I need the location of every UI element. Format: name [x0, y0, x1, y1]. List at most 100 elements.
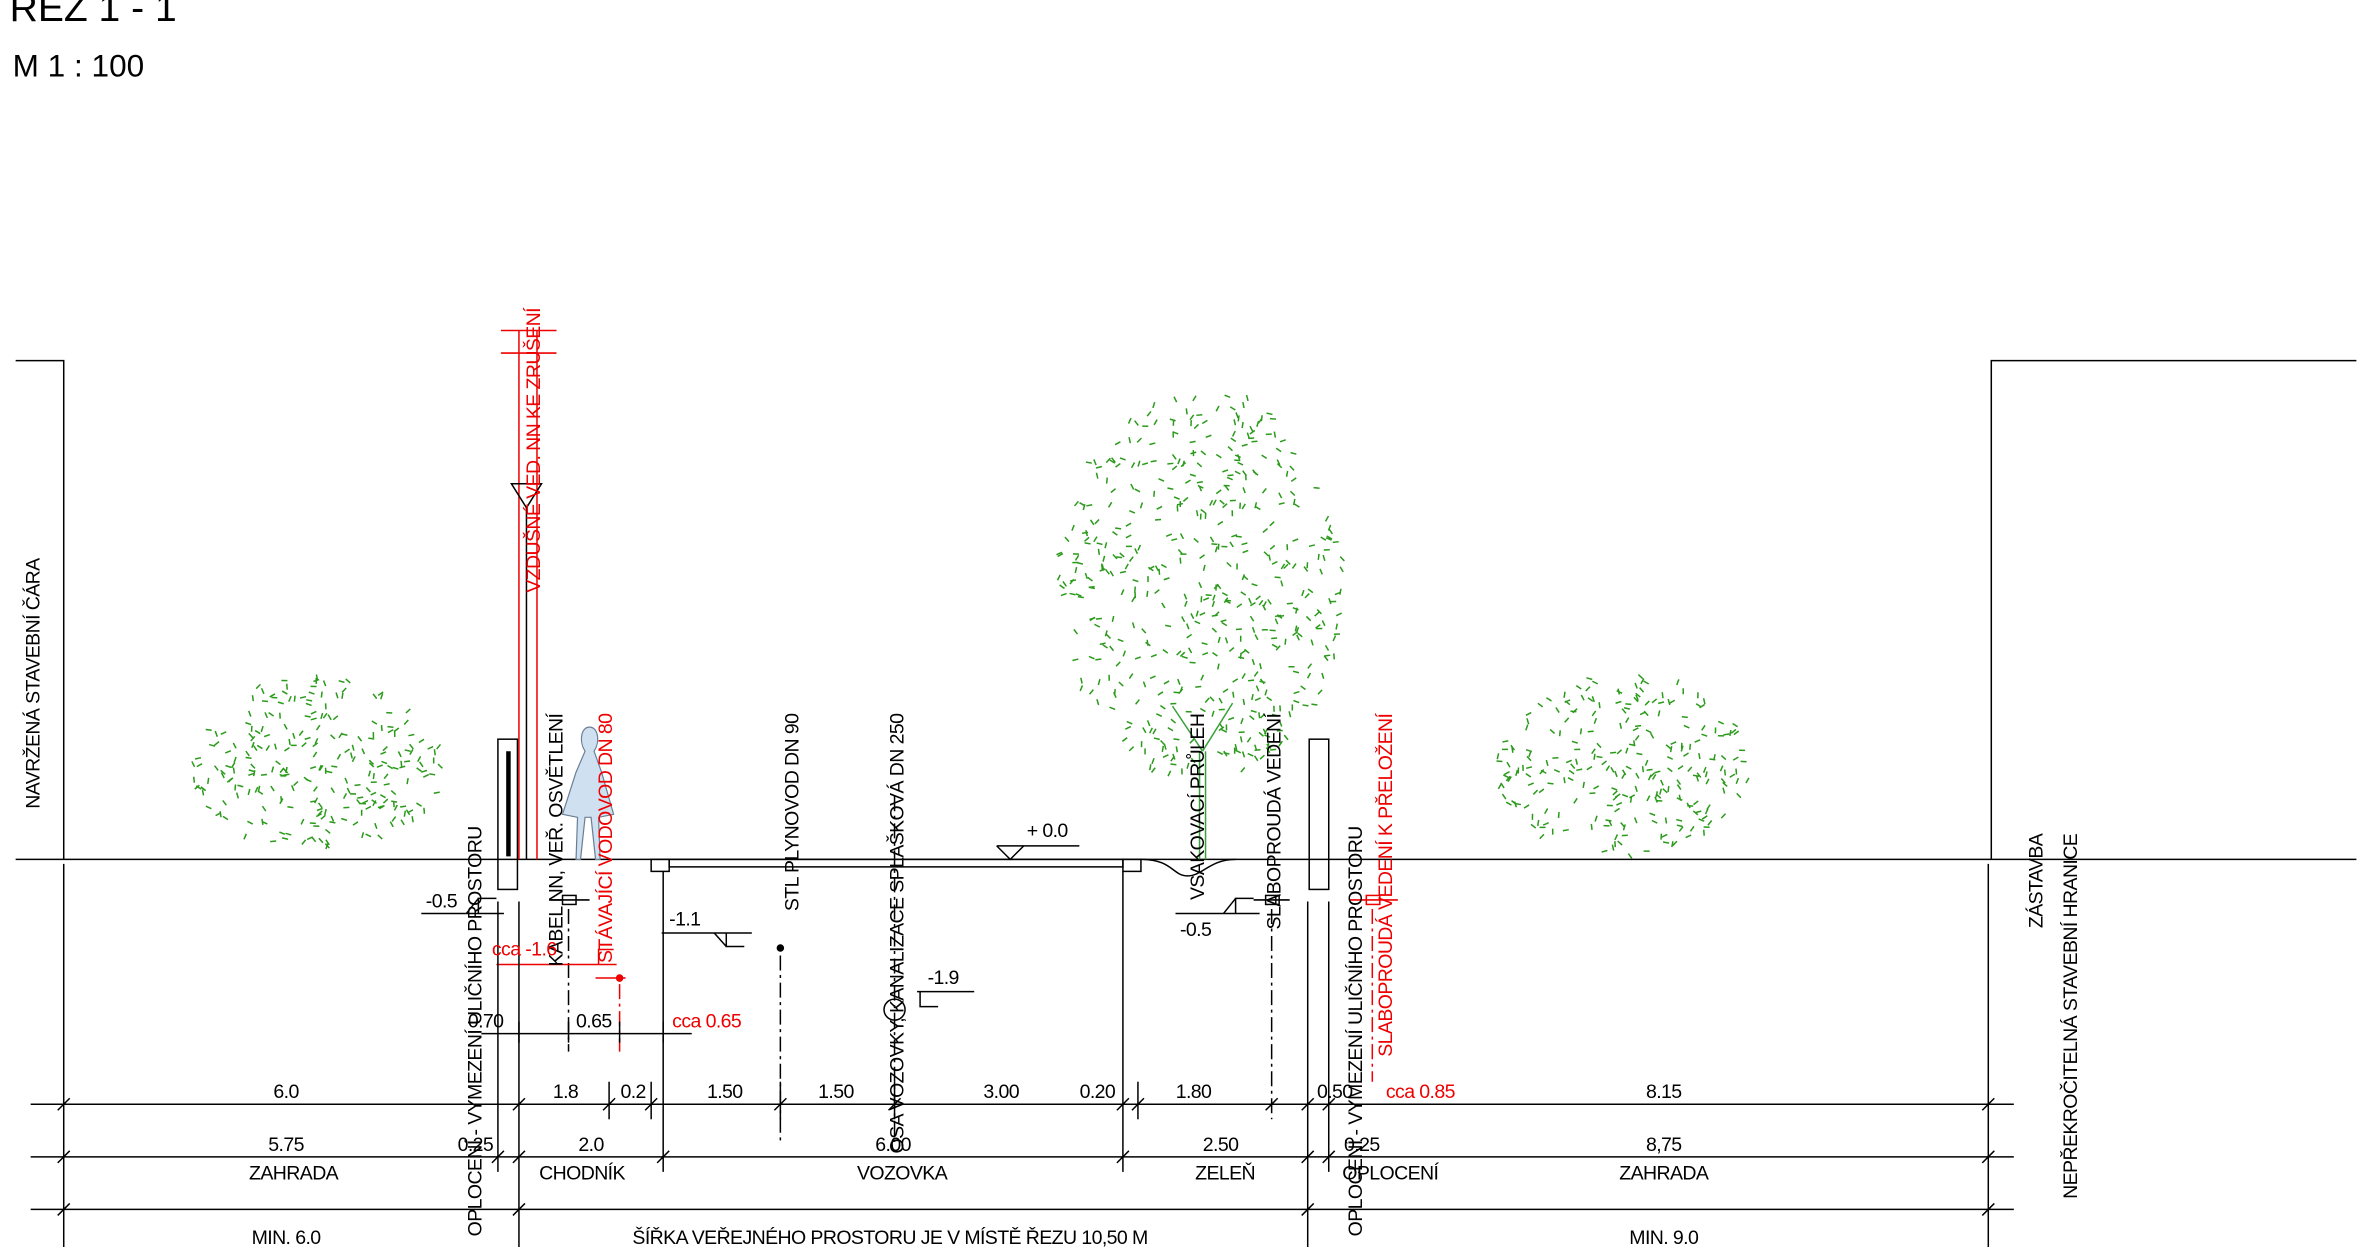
leaf [1596, 755, 1603, 759]
leaf [1115, 661, 1121, 667]
leaf [1201, 419, 1208, 425]
leaf [1611, 844, 1615, 851]
leaf [1231, 430, 1236, 437]
leaf [247, 820, 254, 825]
leaf [1177, 678, 1181, 685]
leaf [1676, 784, 1682, 790]
leaf [1177, 549, 1183, 555]
leaf [1654, 770, 1661, 774]
vertical-label: STL PLYNOVOD DN 90 [781, 713, 803, 911]
leaf [381, 760, 388, 765]
leaf [1261, 487, 1267, 494]
leaf [243, 833, 248, 840]
leaf [1651, 698, 1658, 704]
leaf [1698, 818, 1705, 822]
leaf [387, 725, 394, 728]
leaf [288, 695, 292, 702]
tick [1265, 1097, 1279, 1111]
leaf [1680, 745, 1684, 752]
leaf [1649, 772, 1655, 778]
leaf [1105, 477, 1109, 484]
leaf [1153, 419, 1158, 426]
leaf [1683, 724, 1690, 729]
leaf [1142, 681, 1147, 688]
dimension-label: 3.00 [983, 1081, 1019, 1103]
leaf [1667, 698, 1671, 706]
leaf [1610, 751, 1617, 754]
leaf [368, 762, 375, 768]
leaf [318, 765, 324, 771]
leaf [1233, 419, 1237, 426]
leaf [403, 719, 409, 725]
leaf [1736, 792, 1742, 799]
leaf [1241, 443, 1248, 447]
leaf [1296, 634, 1300, 641]
leaf [298, 730, 304, 736]
leaf [1153, 737, 1160, 741]
leaf [1113, 689, 1116, 696]
leaf [1321, 672, 1325, 679]
leaf [1278, 740, 1283, 747]
tick [656, 1150, 670, 1164]
leaf [1502, 740, 1509, 743]
leaf [293, 780, 299, 787]
leaf [365, 805, 372, 810]
leaf [331, 765, 338, 768]
leaf [285, 832, 292, 836]
leaf [1084, 536, 1090, 542]
leaf [1623, 706, 1631, 710]
dimension-label: 1.8 [553, 1081, 578, 1103]
leaf [427, 745, 434, 750]
leaf [1150, 653, 1157, 658]
leaf [1672, 840, 1678, 847]
leaf [1307, 663, 1313, 669]
leaf [1530, 823, 1537, 829]
leaf [1254, 697, 1261, 702]
leaf [1199, 707, 1206, 713]
leaf [1115, 462, 1121, 468]
leaf [1614, 834, 1619, 841]
leaf [1088, 689, 1094, 695]
leaf [1205, 434, 1212, 438]
leaf [1241, 542, 1248, 546]
leaf [1259, 678, 1265, 685]
leaf [306, 699, 313, 702]
leaf [1283, 734, 1289, 741]
leaf [338, 679, 345, 684]
leaf [1266, 743, 1272, 749]
leaf [1179, 557, 1182, 564]
leaf [1271, 643, 1278, 648]
leaf [1148, 727, 1153, 734]
leaf [1705, 778, 1710, 785]
leaf [1189, 738, 1195, 744]
dimension-label: cca 0.85 [1386, 1081, 1456, 1103]
leaf [1677, 765, 1684, 770]
leaf [1245, 394, 1249, 402]
leaf [1632, 727, 1639, 732]
leaf [1592, 680, 1599, 685]
level: -0.5 [1180, 919, 1212, 941]
leaf [1224, 394, 1231, 399]
leaf [1325, 537, 1332, 541]
leaf [1586, 765, 1593, 771]
leaf [1094, 518, 1100, 525]
leaf [1671, 841, 1674, 848]
leaf [1526, 718, 1530, 725]
leaf [330, 734, 336, 740]
leaf [1122, 650, 1126, 657]
leaf [1255, 595, 1261, 601]
leaf [1617, 840, 1623, 846]
leaf [281, 837, 289, 840]
leaf [279, 798, 284, 805]
leaf [1221, 621, 1228, 627]
leaf [1544, 808, 1549, 815]
leaf [437, 763, 443, 769]
leaf [1315, 623, 1321, 629]
leaf [1260, 415, 1263, 422]
leaf [1664, 817, 1668, 824]
leaf [1237, 454, 1241, 461]
leaf [342, 793, 348, 800]
leaf [1641, 766, 1645, 773]
leaf [1678, 794, 1682, 801]
leaf [1095, 472, 1099, 479]
